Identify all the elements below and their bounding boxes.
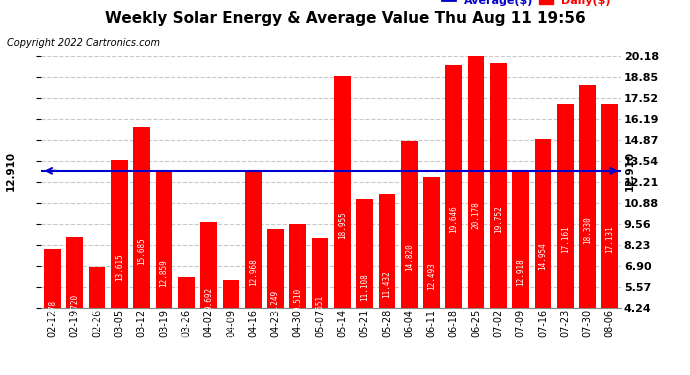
Text: 12.493: 12.493	[427, 262, 436, 290]
Bar	[602, 104, 618, 374]
Text: 11.108: 11.108	[360, 273, 369, 301]
Bar	[267, 228, 284, 374]
Bar	[535, 139, 551, 374]
Bar	[379, 194, 395, 374]
Text: 6.015: 6.015	[226, 315, 235, 339]
Text: 14.954: 14.954	[538, 243, 547, 270]
Bar	[200, 222, 217, 374]
Bar	[468, 56, 484, 374]
Text: 11.432: 11.432	[382, 270, 391, 298]
Text: 13.615: 13.615	[115, 253, 124, 281]
Text: 6.144: 6.144	[181, 314, 191, 338]
Bar	[44, 249, 61, 374]
Bar	[178, 278, 195, 374]
Bar	[89, 267, 106, 374]
Bar	[446, 64, 462, 374]
Legend: Average($), Daily($): Average($), Daily($)	[437, 0, 615, 10]
Text: 12.910: 12.910	[6, 151, 15, 191]
Text: 17.161: 17.161	[561, 225, 570, 253]
Text: 12.968: 12.968	[248, 258, 257, 286]
Text: 7.978: 7.978	[48, 300, 57, 323]
Text: 6.806: 6.806	[92, 309, 101, 332]
Bar	[557, 104, 573, 374]
Text: 8.651: 8.651	[315, 295, 324, 318]
Text: 14.820: 14.820	[405, 244, 414, 272]
Bar	[312, 238, 328, 374]
Text: 12.918: 12.918	[516, 259, 525, 286]
Text: 9.692: 9.692	[204, 286, 213, 309]
Text: 19.752: 19.752	[494, 205, 503, 232]
Text: 18.955: 18.955	[338, 211, 347, 239]
Bar	[222, 279, 239, 374]
Text: 9.249: 9.249	[271, 290, 280, 313]
Bar	[512, 171, 529, 374]
Bar	[579, 86, 596, 374]
Bar	[111, 160, 128, 374]
Bar	[133, 127, 150, 374]
Text: 19.646: 19.646	[449, 206, 458, 233]
Text: Weekly Solar Energy & Average Value Thu Aug 11 19:56: Weekly Solar Energy & Average Value Thu …	[105, 11, 585, 26]
Bar	[245, 170, 262, 374]
Text: 12.859: 12.859	[159, 259, 168, 287]
Bar	[490, 63, 506, 374]
Text: 18.330: 18.330	[583, 216, 592, 244]
Bar	[356, 199, 373, 374]
Bar	[423, 177, 440, 374]
Bar	[289, 224, 306, 374]
Text: 17.131: 17.131	[605, 225, 614, 253]
Text: Copyright 2022 Cartronics.com: Copyright 2022 Cartronics.com	[7, 38, 160, 48]
Text: 12.910: 12.910	[624, 151, 634, 191]
Bar	[401, 141, 417, 374]
Bar	[66, 237, 83, 374]
Bar	[334, 75, 351, 374]
Bar	[156, 172, 172, 374]
Text: 8.720: 8.720	[70, 294, 79, 317]
Text: 9.510: 9.510	[293, 288, 302, 311]
Text: 15.685: 15.685	[137, 237, 146, 265]
Text: 20.178: 20.178	[471, 201, 481, 229]
